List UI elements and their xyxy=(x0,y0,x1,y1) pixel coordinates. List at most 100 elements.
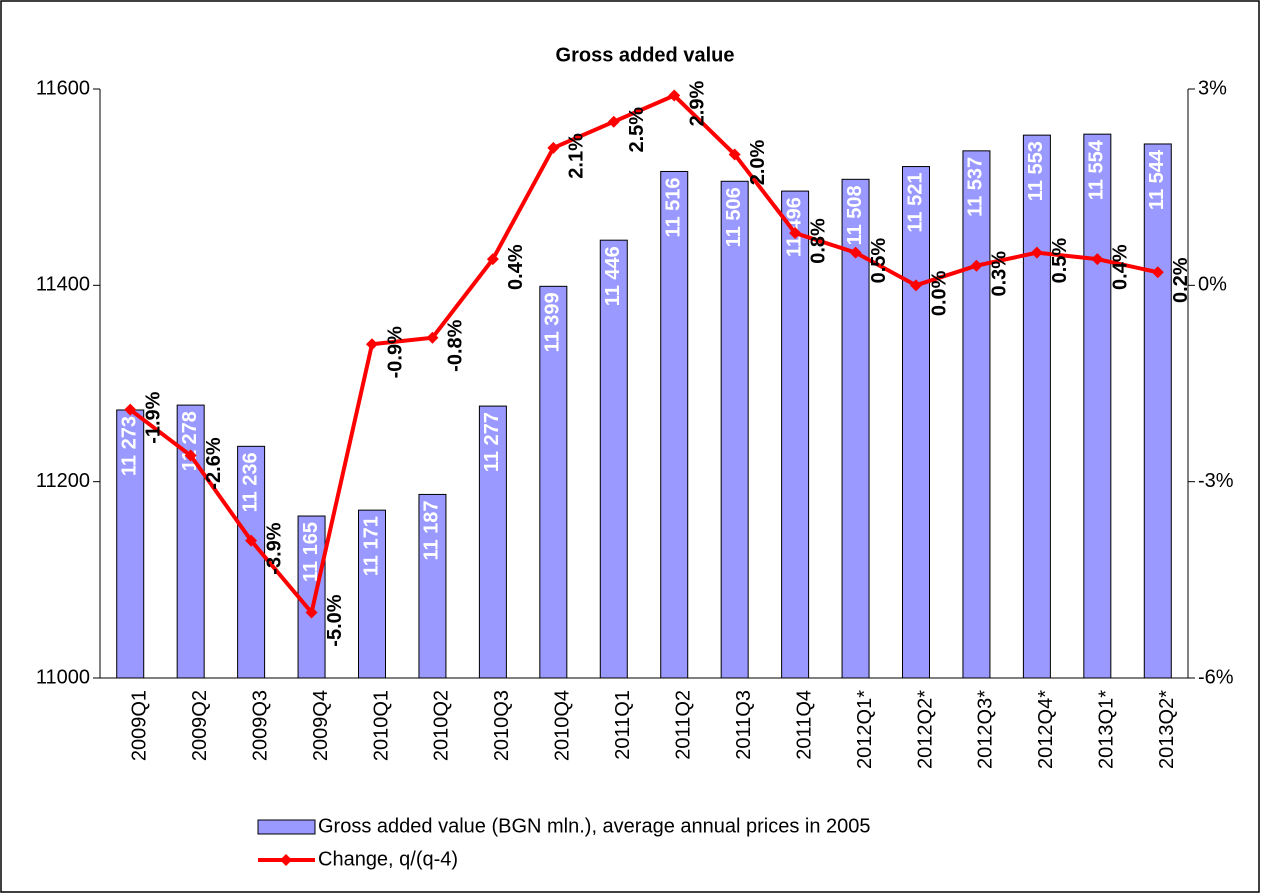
x-tick-label: 2011Q3 xyxy=(733,690,755,760)
x-tick-label: 2012Q3* xyxy=(975,690,997,769)
line-marker xyxy=(305,606,318,619)
x-tick-label: 2013Q2* xyxy=(1156,690,1178,769)
line-value-label: 0.8% xyxy=(807,218,829,264)
line-marker xyxy=(1030,246,1043,259)
x-tick-label: 2011Q1 xyxy=(612,690,634,760)
bar xyxy=(297,515,326,679)
bar-value-label: 11 236 xyxy=(239,452,261,512)
bar-value-label: 11 544 xyxy=(1146,149,1168,210)
line-value-label: -3.9% xyxy=(263,522,285,574)
bar-value-label: 11 273 xyxy=(119,416,141,476)
x-tick-label: 2009Q2 xyxy=(189,690,211,761)
y-tick-label: 11600 xyxy=(36,77,90,99)
bar xyxy=(116,409,145,679)
bar xyxy=(962,150,991,679)
line-marker xyxy=(970,259,983,272)
bar-value-label: 11 508 xyxy=(844,185,866,245)
x-tick-label: 2012Q1* xyxy=(854,690,876,769)
bar xyxy=(1083,133,1112,679)
line-marker xyxy=(728,148,741,161)
line-value-label: 0.4% xyxy=(505,244,527,290)
bar xyxy=(902,166,930,679)
bar xyxy=(781,190,810,679)
bar xyxy=(841,178,870,679)
line-value-label: 0.4% xyxy=(1110,244,1132,290)
y2-tick-label: 3% xyxy=(1198,77,1227,99)
bar-value-label: 11 165 xyxy=(300,522,322,582)
line-value-label: 0.2% xyxy=(1170,257,1192,303)
line-value-label: 0.3% xyxy=(989,251,1011,297)
bar-value-label: 11 506 xyxy=(723,187,745,247)
line-marker xyxy=(910,279,922,292)
bar-value-label: 11 537 xyxy=(965,157,987,217)
line-marker xyxy=(789,226,802,239)
line-value-label: 2.9% xyxy=(687,81,709,127)
line-value-label: 0.0% xyxy=(928,270,950,316)
y-tick-label: 11400 xyxy=(36,274,90,296)
line-marker xyxy=(366,338,378,351)
bar-value-label: 11 521 xyxy=(904,173,926,233)
bar xyxy=(237,445,266,679)
line-value-label: 0.5% xyxy=(868,238,890,284)
line-value-label: 2.1% xyxy=(566,133,588,179)
bar-value-label: 11 399 xyxy=(542,292,564,352)
bar xyxy=(418,493,447,679)
bar xyxy=(599,239,628,679)
line-value-label: -0.8% xyxy=(445,319,467,371)
x-tick-label: 2013Q1* xyxy=(1096,690,1118,769)
legend-label: Change, q/(q-4) xyxy=(318,848,458,870)
bar-value-label: 11 496 xyxy=(783,197,805,257)
y2-tick-label: -6% xyxy=(1198,666,1234,688)
bar-value-label: 11 446 xyxy=(602,246,624,306)
bar xyxy=(1022,134,1051,679)
x-tick-label: 2009Q3 xyxy=(249,690,271,761)
line-value-label: -5.0% xyxy=(324,594,346,646)
line-marker xyxy=(124,403,137,416)
line-marker xyxy=(184,449,197,462)
y2-tick-label: -3% xyxy=(1198,470,1234,492)
line xyxy=(129,93,1159,617)
bar-value-label: 11 516 xyxy=(663,177,685,237)
line-value-label: 2.0% xyxy=(747,139,769,185)
x-tick-label: 2012Q4* xyxy=(1035,690,1057,769)
line-marker xyxy=(1091,253,1104,266)
chart-title: Gross added value xyxy=(556,44,735,66)
line-marker xyxy=(849,246,862,259)
x-tick-label: 2011Q4 xyxy=(793,690,815,760)
line-marker xyxy=(607,115,620,128)
bar-value-label: 11 171 xyxy=(360,516,382,576)
line-marker xyxy=(668,89,681,102)
line-value-label: -2.6% xyxy=(203,437,225,489)
y-tick-label: 11000 xyxy=(36,666,90,688)
bar xyxy=(660,170,689,679)
bar xyxy=(720,180,749,679)
x-tick-label: 2010Q3 xyxy=(491,690,513,761)
x-tick-label: 2011Q2 xyxy=(673,690,695,760)
line-marker xyxy=(547,141,560,154)
bar xyxy=(358,509,386,679)
bar-value-label: 11 553 xyxy=(1025,141,1047,201)
x-tick-label: 2012Q2* xyxy=(914,690,936,769)
legend-marker xyxy=(280,854,292,866)
x-tick-label: 2009Q1 xyxy=(129,690,151,761)
legend-label: Gross added value (BGN mln.), average an… xyxy=(318,815,871,837)
x-tick-label: 2010Q2 xyxy=(431,690,453,761)
y2-tick-label: 0% xyxy=(1198,274,1227,296)
line-value-label: -0.9% xyxy=(384,326,406,378)
line-marker xyxy=(245,534,258,547)
legend-swatch xyxy=(257,819,316,835)
line-marker xyxy=(426,331,439,344)
line-value-label: 0.5% xyxy=(1049,238,1071,284)
bar xyxy=(1143,143,1172,679)
line-value-label: -1.9% xyxy=(143,391,165,443)
bar-value-label: 11 554 xyxy=(1086,139,1108,200)
line-value-label: 2.5% xyxy=(626,107,648,153)
x-tick-label: 2010Q4 xyxy=(552,690,574,761)
x-tick-label: 2009Q4 xyxy=(310,690,332,761)
line-marker xyxy=(1151,266,1164,279)
bar xyxy=(539,285,568,679)
bar-value-label: 11 277 xyxy=(481,412,503,472)
line-marker xyxy=(486,253,499,266)
